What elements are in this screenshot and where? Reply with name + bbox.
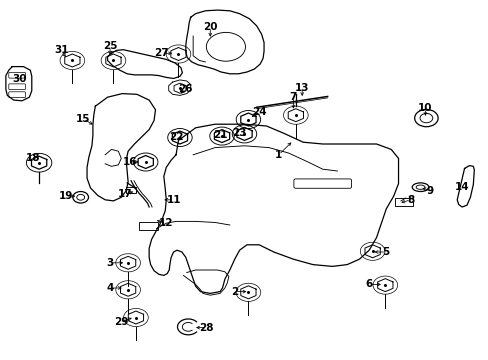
Text: 8: 8	[407, 195, 413, 205]
Text: 23: 23	[232, 128, 246, 138]
Text: 20: 20	[203, 22, 217, 32]
Text: 22: 22	[168, 132, 183, 142]
Text: 25: 25	[102, 41, 117, 51]
Text: 6: 6	[365, 279, 372, 289]
Text: 13: 13	[294, 83, 309, 93]
Text: 2: 2	[231, 287, 238, 297]
Text: 5: 5	[382, 247, 389, 257]
Text: 16: 16	[122, 157, 137, 167]
Text: 26: 26	[178, 84, 193, 94]
Text: 30: 30	[12, 74, 27, 84]
Text: 28: 28	[199, 323, 213, 333]
Text: 24: 24	[251, 107, 266, 117]
Text: 15: 15	[76, 114, 90, 124]
Text: 9: 9	[426, 186, 433, 196]
Text: 29: 29	[114, 317, 128, 327]
Text: 1: 1	[275, 150, 282, 160]
Text: 14: 14	[454, 182, 468, 192]
Text: 4: 4	[106, 283, 114, 293]
Text: 18: 18	[26, 153, 41, 163]
Text: 21: 21	[212, 130, 227, 140]
Text: 10: 10	[417, 103, 432, 113]
Text: 31: 31	[54, 45, 68, 55]
Text: 7: 7	[289, 92, 297, 102]
Text: 17: 17	[117, 189, 132, 199]
Text: 27: 27	[154, 48, 168, 58]
Text: 12: 12	[159, 218, 173, 228]
Text: 11: 11	[166, 195, 181, 205]
Text: 3: 3	[106, 258, 113, 268]
Text: 19: 19	[59, 191, 73, 201]
